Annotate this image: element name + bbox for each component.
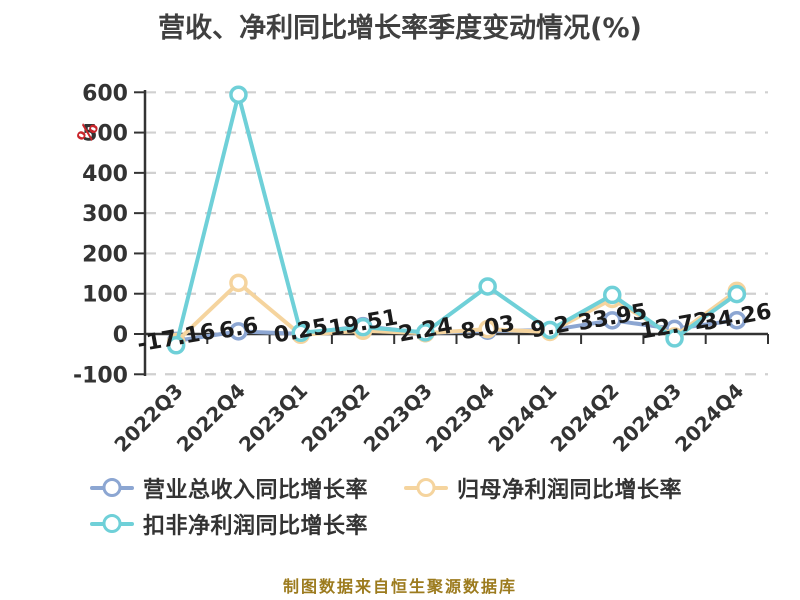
data-point[interactable]	[727, 310, 747, 330]
y-tick-label: 300	[82, 202, 128, 227]
data-point[interactable]	[603, 285, 622, 305]
series-points-2[interactable]	[166, 85, 747, 355]
legend: 营业总收入同比增长率 归母净利润同比增长率 扣非净利润同比增长率	[90, 477, 750, 549]
data-point-label: 33.95	[576, 299, 649, 336]
x-axis-labels: 2022Q32022Q42023Q12023Q22023Q32023Q42024…	[109, 379, 748, 457]
series-line-2	[174, 92, 739, 348]
data-point[interactable]	[478, 277, 497, 296]
chart-title: 营收、净利同比增长率季度变动情况(%)	[158, 13, 642, 44]
y-tick-label: 400	[82, 162, 128, 187]
data-point[interactable]	[229, 322, 248, 341]
data-point[interactable]	[727, 284, 747, 304]
y-tick-label: 0	[113, 323, 128, 348]
line-series-marker-icon	[404, 478, 449, 498]
data-point[interactable]	[166, 336, 186, 355]
data-point[interactable]	[478, 319, 497, 339]
data-point-label: 34.26	[701, 299, 774, 336]
x-tick-label: 2024Q4	[670, 379, 748, 457]
data-point[interactable]	[291, 323, 310, 343]
data-point-label: 2.24	[397, 314, 455, 348]
data-point[interactable]	[603, 311, 622, 330]
data-point[interactable]	[353, 317, 373, 337]
legend-label: 扣非净利润同比增长率	[143, 514, 369, 539]
data-source-note: 制图数据来自恒生聚源数据库	[282, 577, 517, 596]
y-tick-label: 100	[82, 283, 128, 308]
line-series-marker-icon	[90, 514, 134, 534]
data-point-label: 8.03	[459, 311, 517, 345]
data-point[interactable]	[665, 329, 684, 348]
legend-label: 营业总收入同比增长率	[143, 478, 369, 503]
y-tick-label: 500	[82, 122, 128, 147]
legend-row: 扣非净利润同比增长率	[90, 513, 750, 539]
data-point[interactable]	[540, 320, 560, 340]
line-series-marker-icon	[90, 478, 134, 498]
legend-label: 归母净利润同比增长率	[457, 478, 683, 503]
legend-item-total-revenue-yoy[interactable]: 营业总收入同比增长率	[90, 472, 368, 504]
y-tick-label: 200	[82, 242, 128, 267]
legend-item-net-profit-yoy[interactable]: 归母净利润同比增长率	[404, 472, 682, 504]
data-point[interactable]	[416, 323, 435, 342]
legend-item-deducted-net-profit-yoy[interactable]: 扣非净利润同比增长率	[90, 508, 368, 540]
legend-row: 营业总收入同比增长率 归母净利润同比增长率	[90, 477, 750, 503]
axes	[134, 90, 769, 376]
data-point[interactable]	[229, 85, 248, 104]
y-tick-label: 600	[82, 81, 128, 106]
data-point-label: 9.2	[529, 312, 572, 343]
data-point-label: 6.6	[217, 313, 260, 344]
data-point[interactable]	[229, 273, 248, 293]
y-axis-labels: 600 500 400 300 200 100 0 -100	[73, 81, 128, 388]
y-tick-label: -100	[73, 363, 128, 388]
